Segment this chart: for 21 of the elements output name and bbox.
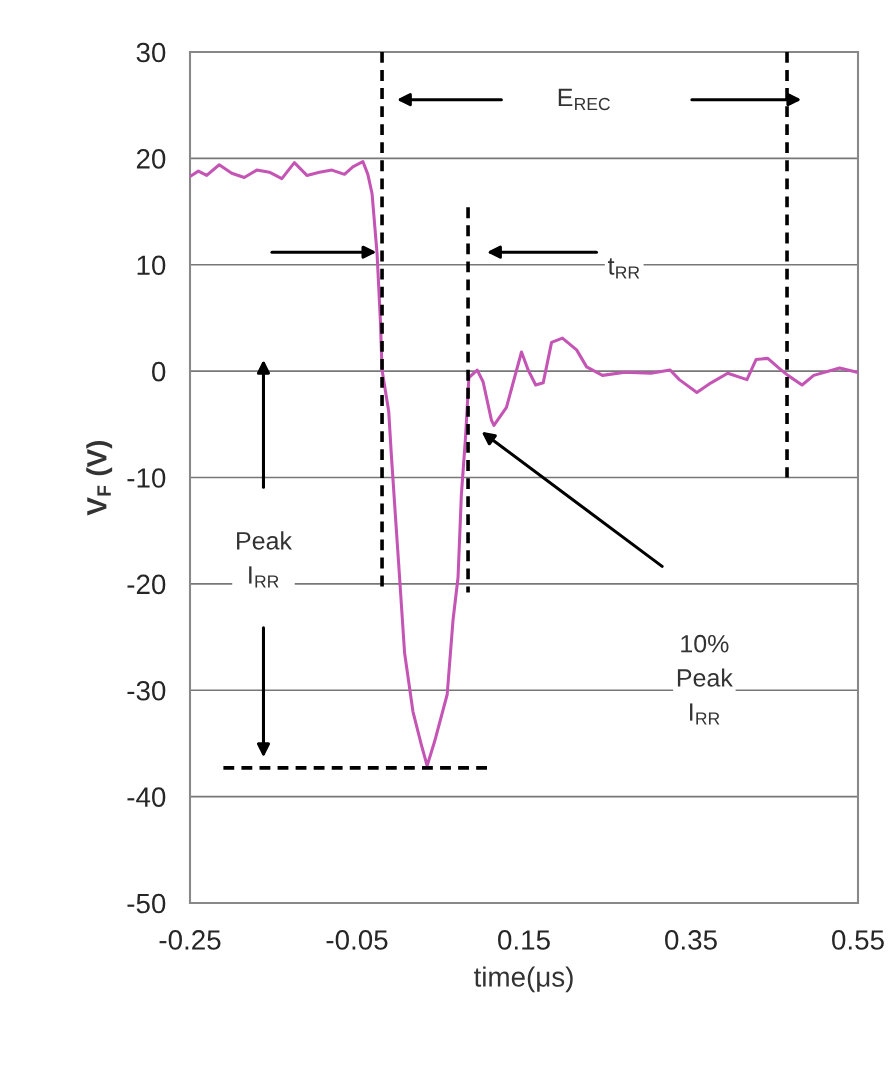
line-series — [190, 160, 858, 768]
x-tick-label: 0.35 — [665, 930, 717, 950]
y-tick-label: -50 — [127, 893, 166, 914]
y-tick-label: 10 — [137, 255, 166, 276]
y-tick-label: -10 — [127, 468, 166, 488]
y-tick-label: -40 — [127, 787, 166, 807]
y-tick-label: 0 — [152, 361, 166, 382]
annotation: E$_{REC}$ — [558, 88, 610, 111]
annotation: Peak I$_{RR}$ — [237, 531, 293, 588]
y-tick-label: -30 — [127, 680, 166, 701]
annotation: t$_{RR}$ — [607, 258, 640, 279]
x-axis-title: time(μs) — [473, 966, 573, 993]
y-tick-label: 30 — [136, 42, 166, 63]
annotation: 10% Peak I$_{RR}$ — [677, 634, 733, 725]
x-tick-label: -0.25 — [159, 930, 221, 950]
y-axis-title: V$_{F}$ (V) — [86, 440, 113, 516]
x-tick-label: 0.55 — [832, 930, 884, 950]
y-tick-label: -20 — [127, 574, 166, 595]
x-tick-label: 0.15 — [498, 930, 550, 950]
x-tick-label: -0.05 — [326, 930, 388, 950]
y-tick-label: 20 — [136, 149, 166, 169]
